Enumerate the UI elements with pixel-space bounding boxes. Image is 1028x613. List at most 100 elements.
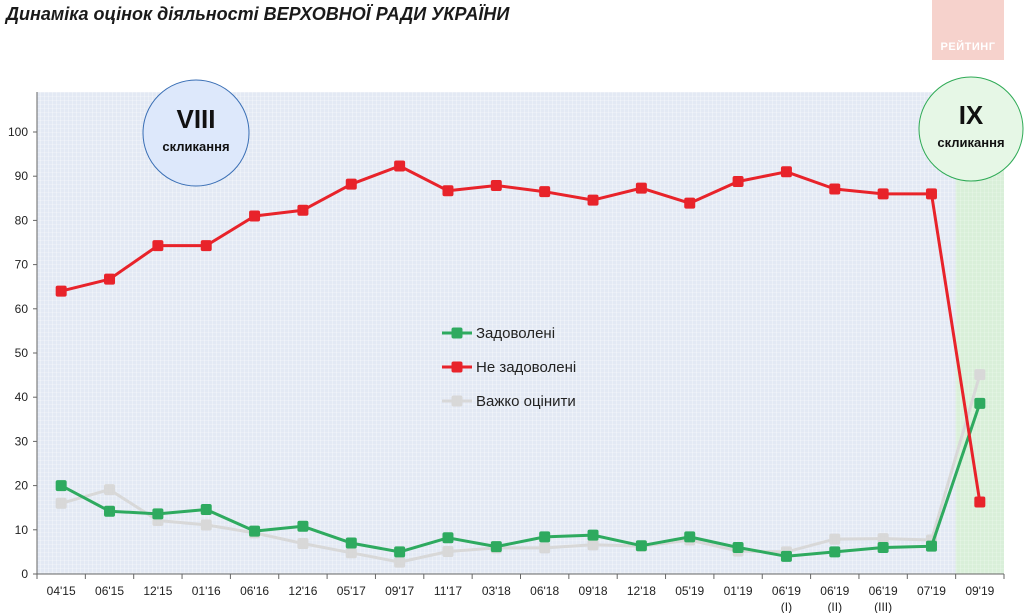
badges: VIII скликання IX скликання [142,76,1024,187]
data-point [442,532,454,544]
x-tick-label-line: 12'15 [143,584,172,598]
data-point [877,533,889,545]
data-point [780,166,792,178]
x-tick-label-line: 06'15 [95,584,124,598]
series-line-1 [60,164,982,503]
y-tick-label: 60 [15,302,29,316]
data-point [539,542,551,554]
x-tick-label-line: 05'19 [675,584,704,598]
x-tick-label: 06'18 [530,584,559,598]
data-point [104,484,116,496]
x-tick-label: 06'19 (III) [869,584,898,613]
legend-label: Задоволені [476,325,555,342]
data-point [394,556,406,568]
y-tick-label: 90 [15,169,29,183]
data-point [925,188,937,200]
data-point [732,541,744,553]
x-tick-label-line: 09'18 [579,584,608,598]
x-tick-label-line: 03'18 [482,584,511,598]
y-tick-label: 80 [15,213,29,227]
x-tick-label-line: 06'16 [240,584,269,598]
data-point [249,210,261,222]
x-tick-label: 06'16 [240,584,269,598]
data-point [55,480,67,492]
x-tick-label-line: 06'19 [772,584,801,598]
data-point [587,539,599,551]
x-tick-label: 12'15 [143,584,172,598]
data-point [877,541,889,553]
x-tick-label: 05'19 [675,584,704,598]
x-tick-label-line: 12'18 [627,584,656,598]
data-point [394,160,406,172]
badge-subtitle: скликання [937,135,1004,150]
axes: 0 10 20 30 40 50 60 70 80 90 100 04'15 06'15 12'15 01'… [8,92,1005,613]
legend-label: Не задоволені [476,359,576,376]
data-point [442,185,454,197]
y-tick-label: 0 [21,567,28,581]
data-point [249,525,261,537]
data-point [200,240,212,252]
data-point [732,176,744,188]
data-point [152,508,164,520]
data-point [974,496,986,508]
x-tick-label: 09'19 [965,584,994,598]
x-tick-label: 09'18 [579,584,608,598]
badge-circle [142,79,250,187]
x-tick-label: 06'19 (I) [772,584,801,613]
series-line-2 [60,374,982,564]
data-point [55,285,67,297]
data-point [297,204,309,216]
x-tick-label-line: 06'19 [869,584,898,598]
data-point [684,531,696,543]
data-point [345,547,357,559]
data-point [635,540,647,552]
data-point [394,546,406,558]
data-point [55,497,67,509]
y-tick-label: 20 [15,479,29,493]
legend-marker [451,395,463,407]
legend-marker [451,327,463,339]
x-tick-label-line: 09'19 [965,584,994,598]
x-tick-label: 01'16 [192,584,221,598]
data-point [442,545,454,557]
data-point [539,531,551,543]
data-point [345,178,357,190]
data-point [587,194,599,206]
y-tick-label: 50 [15,346,29,360]
data-point [877,188,889,200]
x-tick-label-line: 06'18 [530,584,559,598]
legend-label: Важко оцінити [476,393,576,410]
x-tick-label-line: 01'19 [724,584,753,598]
x-tick-label-line: 06'19 [820,584,849,598]
x-tick-label: 05'17 [337,584,366,598]
badge-roman: VIII [176,104,215,134]
y-tick-label: 10 [15,523,29,537]
x-tick-label-line: 04'15 [47,584,76,598]
x-tick-label-line: (I) [781,600,792,613]
x-tick-label-line: 05'17 [337,584,366,598]
x-tick-label-line: 11'17 [434,584,462,598]
series-layer [55,160,986,568]
data-point [829,183,841,195]
data-point [635,182,647,194]
x-tick-label-line: (II) [827,600,842,613]
data-point [152,240,164,252]
x-tick-label: 11'17 [434,584,462,598]
x-tick-label-line: 01'16 [192,584,221,598]
data-point [104,273,116,285]
data-point [587,529,599,541]
series-line-0 [60,402,982,558]
x-tick-label: 06'15 [95,584,124,598]
badge-roman: IX [959,100,984,130]
y-tick-label: 40 [15,390,29,404]
x-tick-label: 09'17 [385,584,414,598]
data-point [925,540,937,552]
data-point [974,369,986,381]
data-point [539,186,551,198]
data-point [490,179,502,191]
rating-logo: РЕЙТИНГ [932,0,1004,60]
data-point [829,546,841,558]
x-tick-label: 04'15 [47,584,76,598]
legend-marker [451,361,463,373]
